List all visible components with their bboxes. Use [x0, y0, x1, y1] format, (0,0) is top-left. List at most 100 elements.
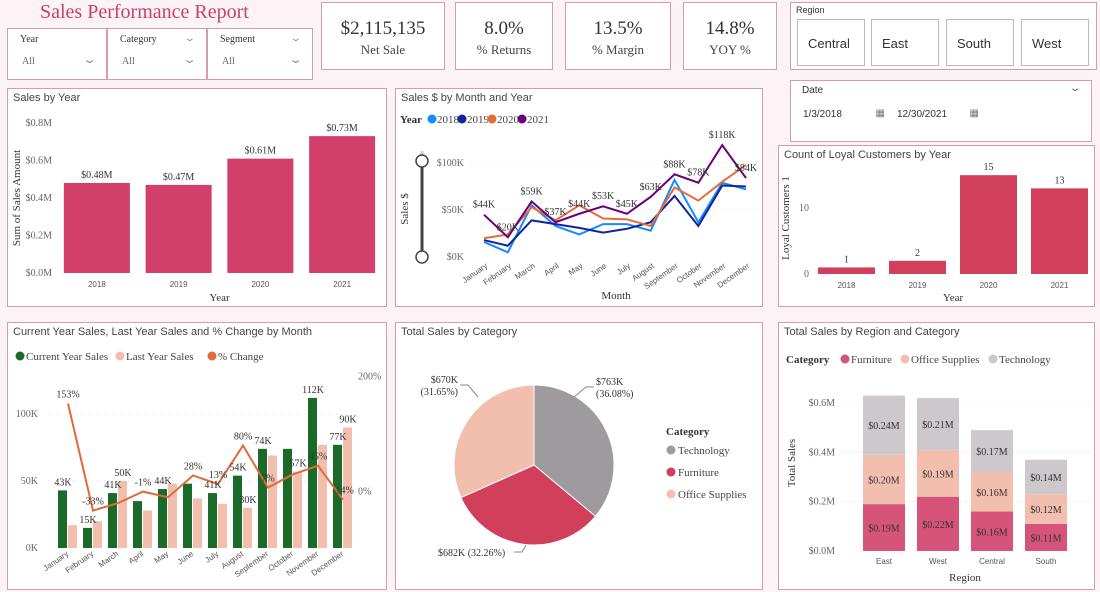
- category-filter[interactable]: Category ⌄ All ⌄: [107, 28, 207, 80]
- end-date-input[interactable]: 12/30/2021 ▦: [897, 105, 979, 125]
- region-button-central[interactable]: Central: [797, 19, 865, 66]
- pct-change-line: [67, 403, 344, 512]
- kpi-value: 14.8%: [705, 18, 755, 39]
- legend-item: Office Supplies: [911, 354, 980, 366]
- x-tick-label: May: [567, 261, 585, 277]
- x-tick-label: May: [153, 549, 171, 565]
- legend-marker: [517, 114, 527, 124]
- kpi-returns: 8.0% % Returns: [455, 2, 553, 70]
- x-tick-label: 2021: [333, 280, 351, 289]
- y-tick-label: $0.4M: [809, 447, 836, 458]
- legend-item: 2020: [497, 114, 520, 126]
- legend-item: 2019: [467, 114, 490, 126]
- data-label: 44K: [154, 476, 172, 487]
- data-label: $88K: [663, 159, 686, 170]
- date-slicer-label: Date: [802, 85, 824, 96]
- last-year-bar: [243, 507, 252, 548]
- slider-handle-bottom[interactable]: [415, 250, 429, 264]
- data-label: 7%: [261, 474, 274, 485]
- data-label: 28%: [184, 461, 202, 472]
- data-label: $0.19M: [922, 469, 954, 480]
- chart-title: Count of Loyal Customers by Year: [784, 149, 951, 161]
- legend-marker: [900, 354, 910, 364]
- slice-label: $682K (32.26%): [438, 548, 505, 559]
- data-label: $78K: [687, 168, 710, 179]
- year-filter-value: All: [22, 56, 35, 67]
- stacked-bar-segment: [971, 511, 1013, 551]
- current-year-bar: [58, 490, 67, 548]
- chevron-down-icon[interactable]: ⌄: [82, 54, 97, 66]
- slider-handle-top[interactable]: [415, 154, 429, 168]
- start-date-input[interactable]: 1/3/2018 ▦: [803, 105, 885, 125]
- current-year-bar: [283, 448, 292, 548]
- stacked-bar-segment: [1025, 459, 1067, 495]
- current-year-bar: [258, 448, 267, 548]
- last-year-bar: [193, 498, 202, 548]
- segment-filter-label: Segment: [220, 34, 255, 45]
- legend-marker: [207, 351, 217, 361]
- data-label: $0.21M: [922, 420, 954, 431]
- y2-tick-label: 0%: [358, 487, 371, 498]
- legend-item: 2021: [527, 114, 549, 126]
- start-date-value: 1/3/2018: [803, 109, 842, 120]
- data-label: $0.19M: [868, 524, 900, 535]
- x-tick-label: South: [1036, 557, 1057, 566]
- legend-item: Last Year Sales: [126, 351, 194, 363]
- region-button-east[interactable]: East: [871, 19, 939, 66]
- chevron-down-icon[interactable]: ⌄: [1068, 83, 1082, 94]
- calendar-icon[interactable]: ▦: [875, 108, 885, 119]
- date-slicer: Date ⌄ 1/3/2018 ▦ 12/30/2021 ▦: [790, 80, 1092, 142]
- data-label: $0.14M: [1030, 473, 1062, 484]
- y-tick-label: 10: [799, 203, 809, 214]
- year-filter[interactable]: Year All ⌄: [7, 28, 107, 80]
- data-label: $0.61M: [245, 146, 277, 157]
- pie-slice-furniture: [460, 464, 597, 546]
- stacked-bar-segment: [863, 454, 905, 505]
- leader-line: [573, 386, 594, 398]
- last-year-bar: [268, 455, 277, 548]
- x-tick-label: 2019: [170, 280, 188, 289]
- x-tick-label: 2020: [251, 280, 269, 289]
- stacked-bar-segment: [1025, 523, 1067, 551]
- kpi-value: $2,115,135: [340, 18, 426, 39]
- chevron-down-icon[interactable]: ⌄: [290, 33, 303, 43]
- y-tick-label: $50K: [442, 205, 465, 216]
- calendar-icon[interactable]: ▦: [969, 108, 979, 119]
- current-year-bar: [333, 444, 342, 548]
- segment-filter[interactable]: Segment ⌄ All ⌄: [207, 28, 313, 80]
- x-tick-label: 2019: [909, 281, 927, 290]
- loyal-customers-chart: 0 10 1 2018 2 2019 15 2020 13 2021 Loyal Customers…: [778, 145, 1095, 307]
- data-label: $37K: [544, 207, 567, 218]
- x-tick-label: West: [929, 557, 948, 566]
- region-button-south[interactable]: South: [946, 19, 1014, 66]
- last-year-bar: [93, 521, 102, 548]
- chevron-down-icon[interactable]: ⌄: [288, 54, 303, 66]
- slice-pct: (36.08%): [596, 389, 634, 400]
- chart-title: Total Sales by Category: [401, 326, 518, 338]
- y-tick-label: $0.0M: [809, 546, 836, 557]
- category-filter-value: All: [122, 56, 135, 67]
- y-axis-label: Sales $: [399, 193, 411, 225]
- data-label: 153%: [56, 390, 79, 401]
- chevron-down-icon[interactable]: ⌄: [184, 33, 197, 43]
- current-year-bar: [158, 489, 167, 548]
- data-label: 57K: [289, 459, 307, 470]
- x-tick-label: March: [97, 549, 120, 569]
- data-label: 41K: [104, 480, 122, 491]
- data-label: -33%: [82, 497, 104, 508]
- x-tick-label: July: [203, 549, 220, 565]
- region-button-west[interactable]: West: [1021, 19, 1089, 66]
- x-tick-label: April: [127, 549, 145, 566]
- legend-marker: [840, 354, 850, 364]
- chevron-down-icon[interactable]: ⌄: [182, 54, 197, 66]
- kpi-net-sale: $2,115,135 Net Sale: [321, 2, 445, 70]
- data-label: 15K: [79, 515, 97, 526]
- sales-by-region-category-chart: $0.0M $0.2M $0.4M $0.6M Category Furniture Off…: [778, 322, 1095, 590]
- data-label: $0.12M: [1030, 505, 1062, 516]
- data-label: 2: [915, 248, 920, 259]
- y-tick-label: 0: [804, 269, 809, 280]
- kpi-label: YOY %: [709, 42, 751, 57]
- y-axis-label: Total Sales: [786, 439, 798, 487]
- kpi-label: % Returns: [476, 42, 532, 57]
- current-year-bar: [83, 527, 92, 548]
